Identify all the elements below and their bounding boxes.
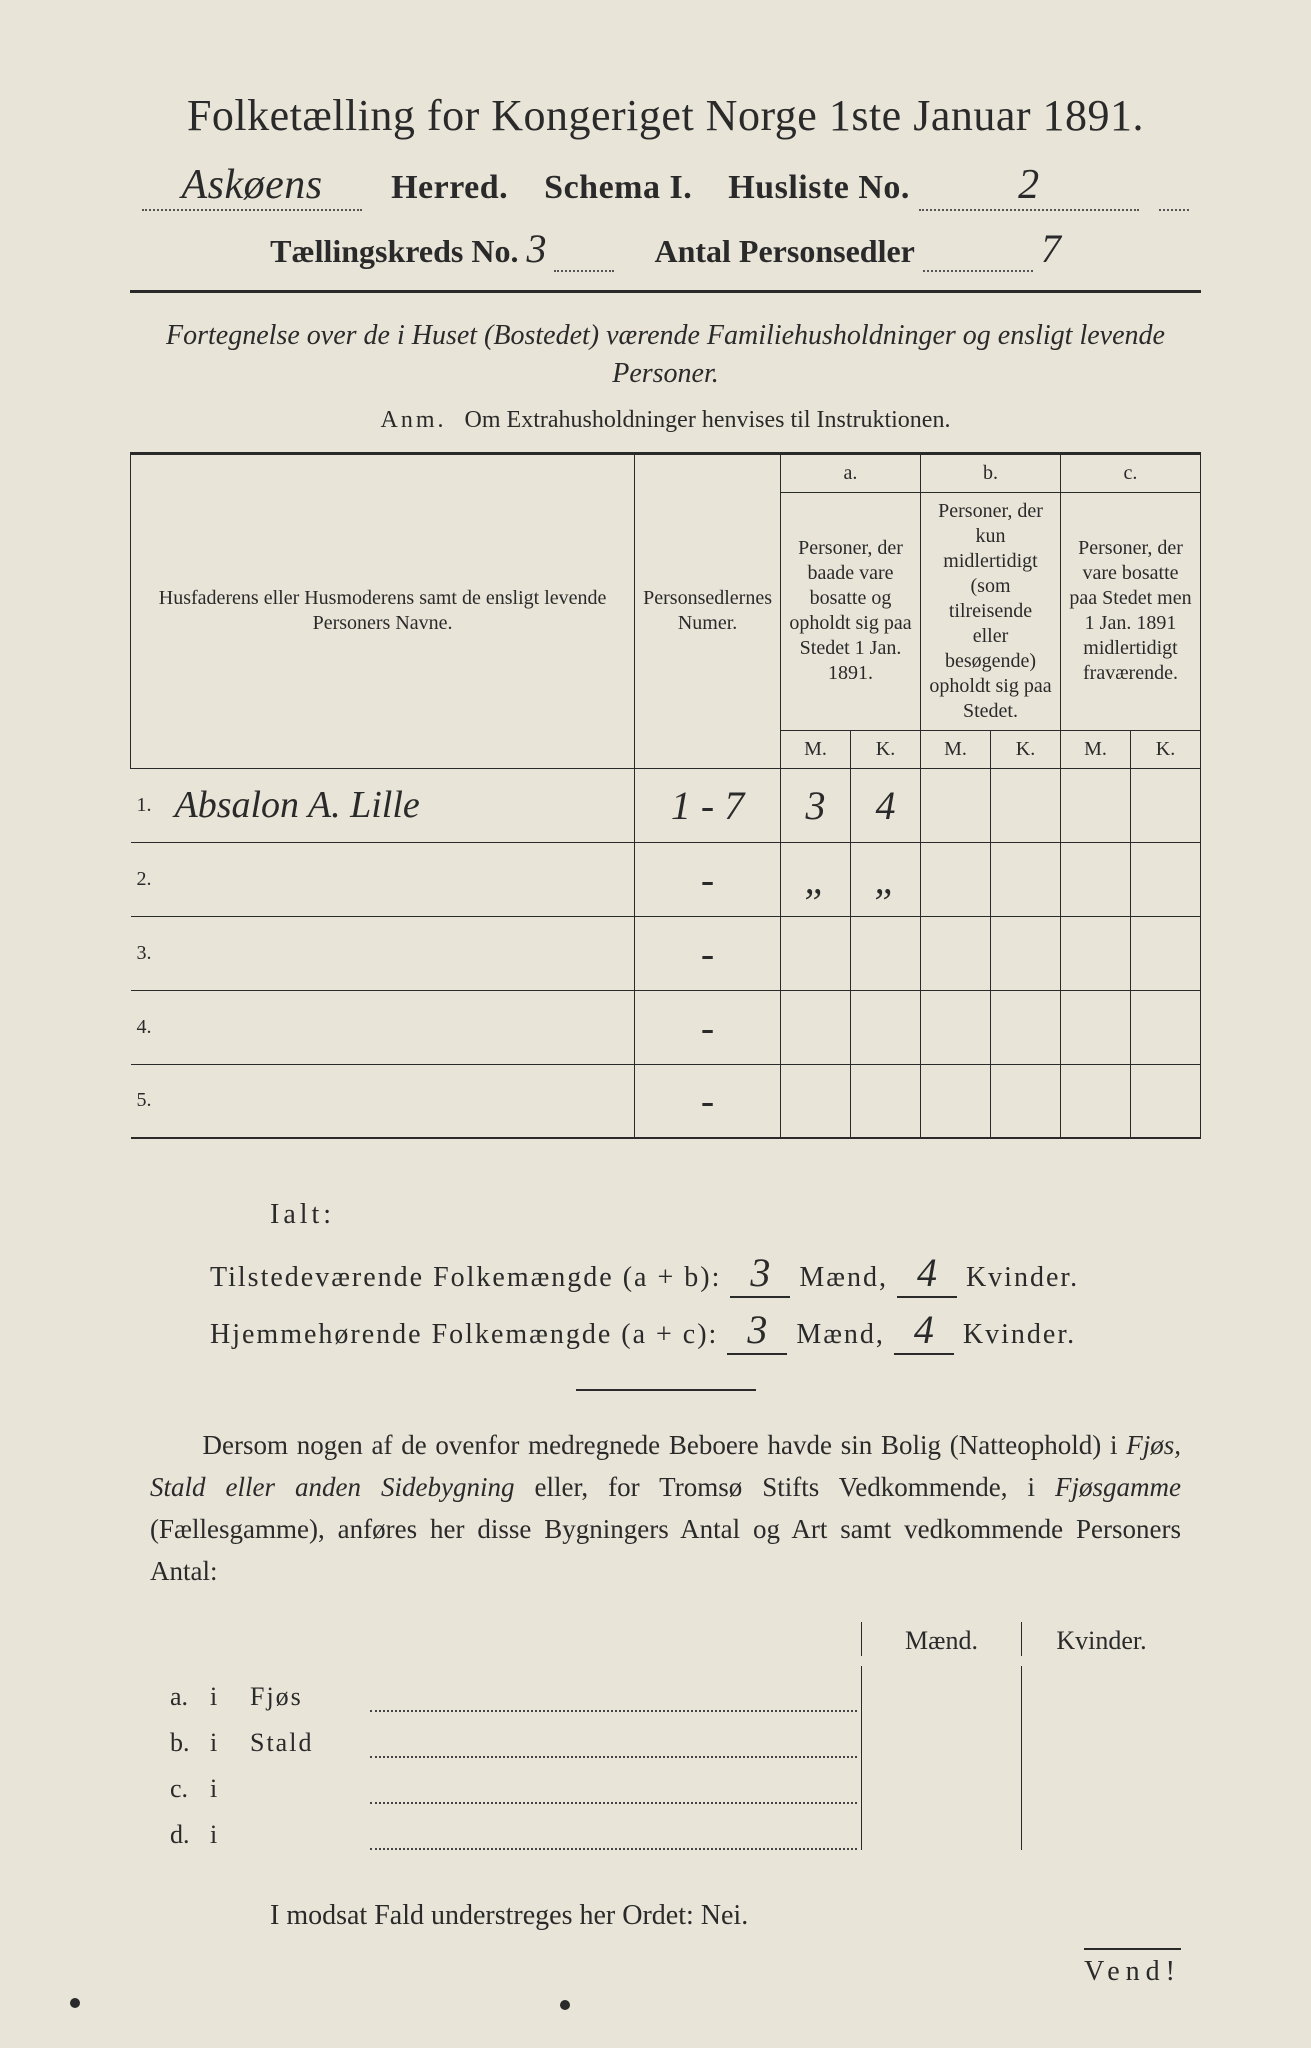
- sum-present-m-label: Mænd,: [799, 1262, 888, 1293]
- section-divider: [576, 1389, 756, 1391]
- outbuilding-table: Mænd. Kvinder. a.iFjøsb.iStaldc.id.i: [150, 1622, 1181, 1850]
- herred-label: Herred.: [391, 169, 508, 206]
- sum-resident-label: Hjemmehørende Folkemængde (a + c):: [210, 1319, 718, 1350]
- col-b-label: b.: [921, 453, 1061, 492]
- outbuild-row: b.iStald: [150, 1712, 1181, 1758]
- col-names-header: Husfaderens eller Husmoderens samt de en…: [131, 453, 635, 768]
- table-row: 3.-: [131, 916, 1201, 990]
- col-c-text: Personer, der vare bosatte paa Stedet me…: [1061, 492, 1201, 730]
- sum-present-m: 3: [730, 1249, 790, 1298]
- anm-note: Anm. Om Extrahusholdninger henvises til …: [130, 407, 1201, 434]
- table-row: 5.-: [131, 1064, 1201, 1138]
- household-table: Husfaderens eller Husmoderens samt de en…: [130, 452, 1201, 1140]
- kreds-label: Tællingskreds No.: [270, 233, 518, 269]
- col-a-text: Personer, der baade vare bosatte og opho…: [781, 492, 921, 730]
- outbuild-header: Mænd. Kvinder.: [150, 1622, 1181, 1656]
- col-b-m: M.: [921, 730, 991, 768]
- sum-resident-k: 4: [894, 1306, 954, 1355]
- sum-resident-k-label: Kvinder.: [963, 1319, 1076, 1350]
- sum-resident-m-label: Mænd,: [796, 1319, 885, 1350]
- husliste-label: Husliste No.: [728, 169, 910, 206]
- kreds-value: 3: [526, 226, 546, 271]
- col-c-m: M.: [1061, 730, 1131, 768]
- husliste-value: 2: [919, 161, 1139, 211]
- sum-present-label: Tilstedeværende Folkemængde (a + b):: [210, 1262, 721, 1293]
- col-a-m: M.: [781, 730, 851, 768]
- sum-present-k-label: Kvinder.: [966, 1262, 1079, 1293]
- form-subtitle: Fortegnelse over de i Huset (Bostedet) v…: [130, 317, 1201, 393]
- col-b-k: K.: [991, 730, 1061, 768]
- outbuilding-paragraph: Dersom nogen af de ovenfor medregnede Be…: [150, 1425, 1181, 1592]
- anm-label: Anm.: [381, 407, 447, 433]
- schema-label: Schema I.: [544, 169, 692, 206]
- col-c-k: K.: [1131, 730, 1201, 768]
- header-rule: [130, 290, 1201, 293]
- col-a-k: K.: [851, 730, 921, 768]
- census-form-page: Folketælling for Kongeriget Norge 1ste J…: [0, 0, 1311, 2048]
- antal-value: 7: [1041, 226, 1061, 271]
- nei-line: I modsat Fald understreges her Ordet: Ne…: [270, 1900, 1201, 1932]
- anm-text: Om Extrahusholdninger henvises til Instr…: [465, 407, 951, 433]
- sum-present: Tilstedeværende Folkemængde (a + b): 3 M…: [210, 1249, 1201, 1298]
- table-row: 1.Absalon A. Lille1 - 734: [131, 768, 1201, 842]
- sum-present-k: 4: [897, 1249, 957, 1298]
- outbuild-m-header: Mænd.: [861, 1622, 1021, 1656]
- header-line-kreds: Tællingskreds No. 3 Antal Personsedler 7: [130, 225, 1201, 272]
- punch-dot: [70, 1998, 80, 2008]
- col-c-label: c.: [1061, 453, 1201, 492]
- outbuild-row: d.i: [150, 1804, 1181, 1850]
- form-title: Folketælling for Kongeriget Norge 1ste J…: [130, 90, 1201, 141]
- sum-resident-m: 3: [727, 1306, 787, 1355]
- vend-label: Vend!: [1084, 1948, 1181, 1988]
- header-line-herred: Askøens Herred. Schema I. Husliste No. 2: [130, 161, 1201, 211]
- col-b-text: Personer, der kun midlertidigt (som tilr…: [921, 492, 1061, 730]
- table-row: 2.-„„: [131, 842, 1201, 916]
- outbuild-row: a.iFjøs: [150, 1666, 1181, 1712]
- ialt-label: Ialt:: [270, 1199, 1201, 1231]
- punch-dot: [560, 2000, 570, 2010]
- sum-resident: Hjemmehørende Folkemængde (a + c): 3 Mæn…: [210, 1306, 1201, 1355]
- col-a-label: a.: [781, 453, 921, 492]
- antal-label: Antal Personsedler: [654, 233, 914, 269]
- outbuild-k-header: Kvinder.: [1021, 1622, 1181, 1656]
- herred-value: Askøens: [142, 161, 362, 211]
- col-personsedler-header: Personsedlernes Numer.: [635, 453, 781, 768]
- outbuild-row: c.i: [150, 1758, 1181, 1804]
- table-row: 4.-: [131, 990, 1201, 1064]
